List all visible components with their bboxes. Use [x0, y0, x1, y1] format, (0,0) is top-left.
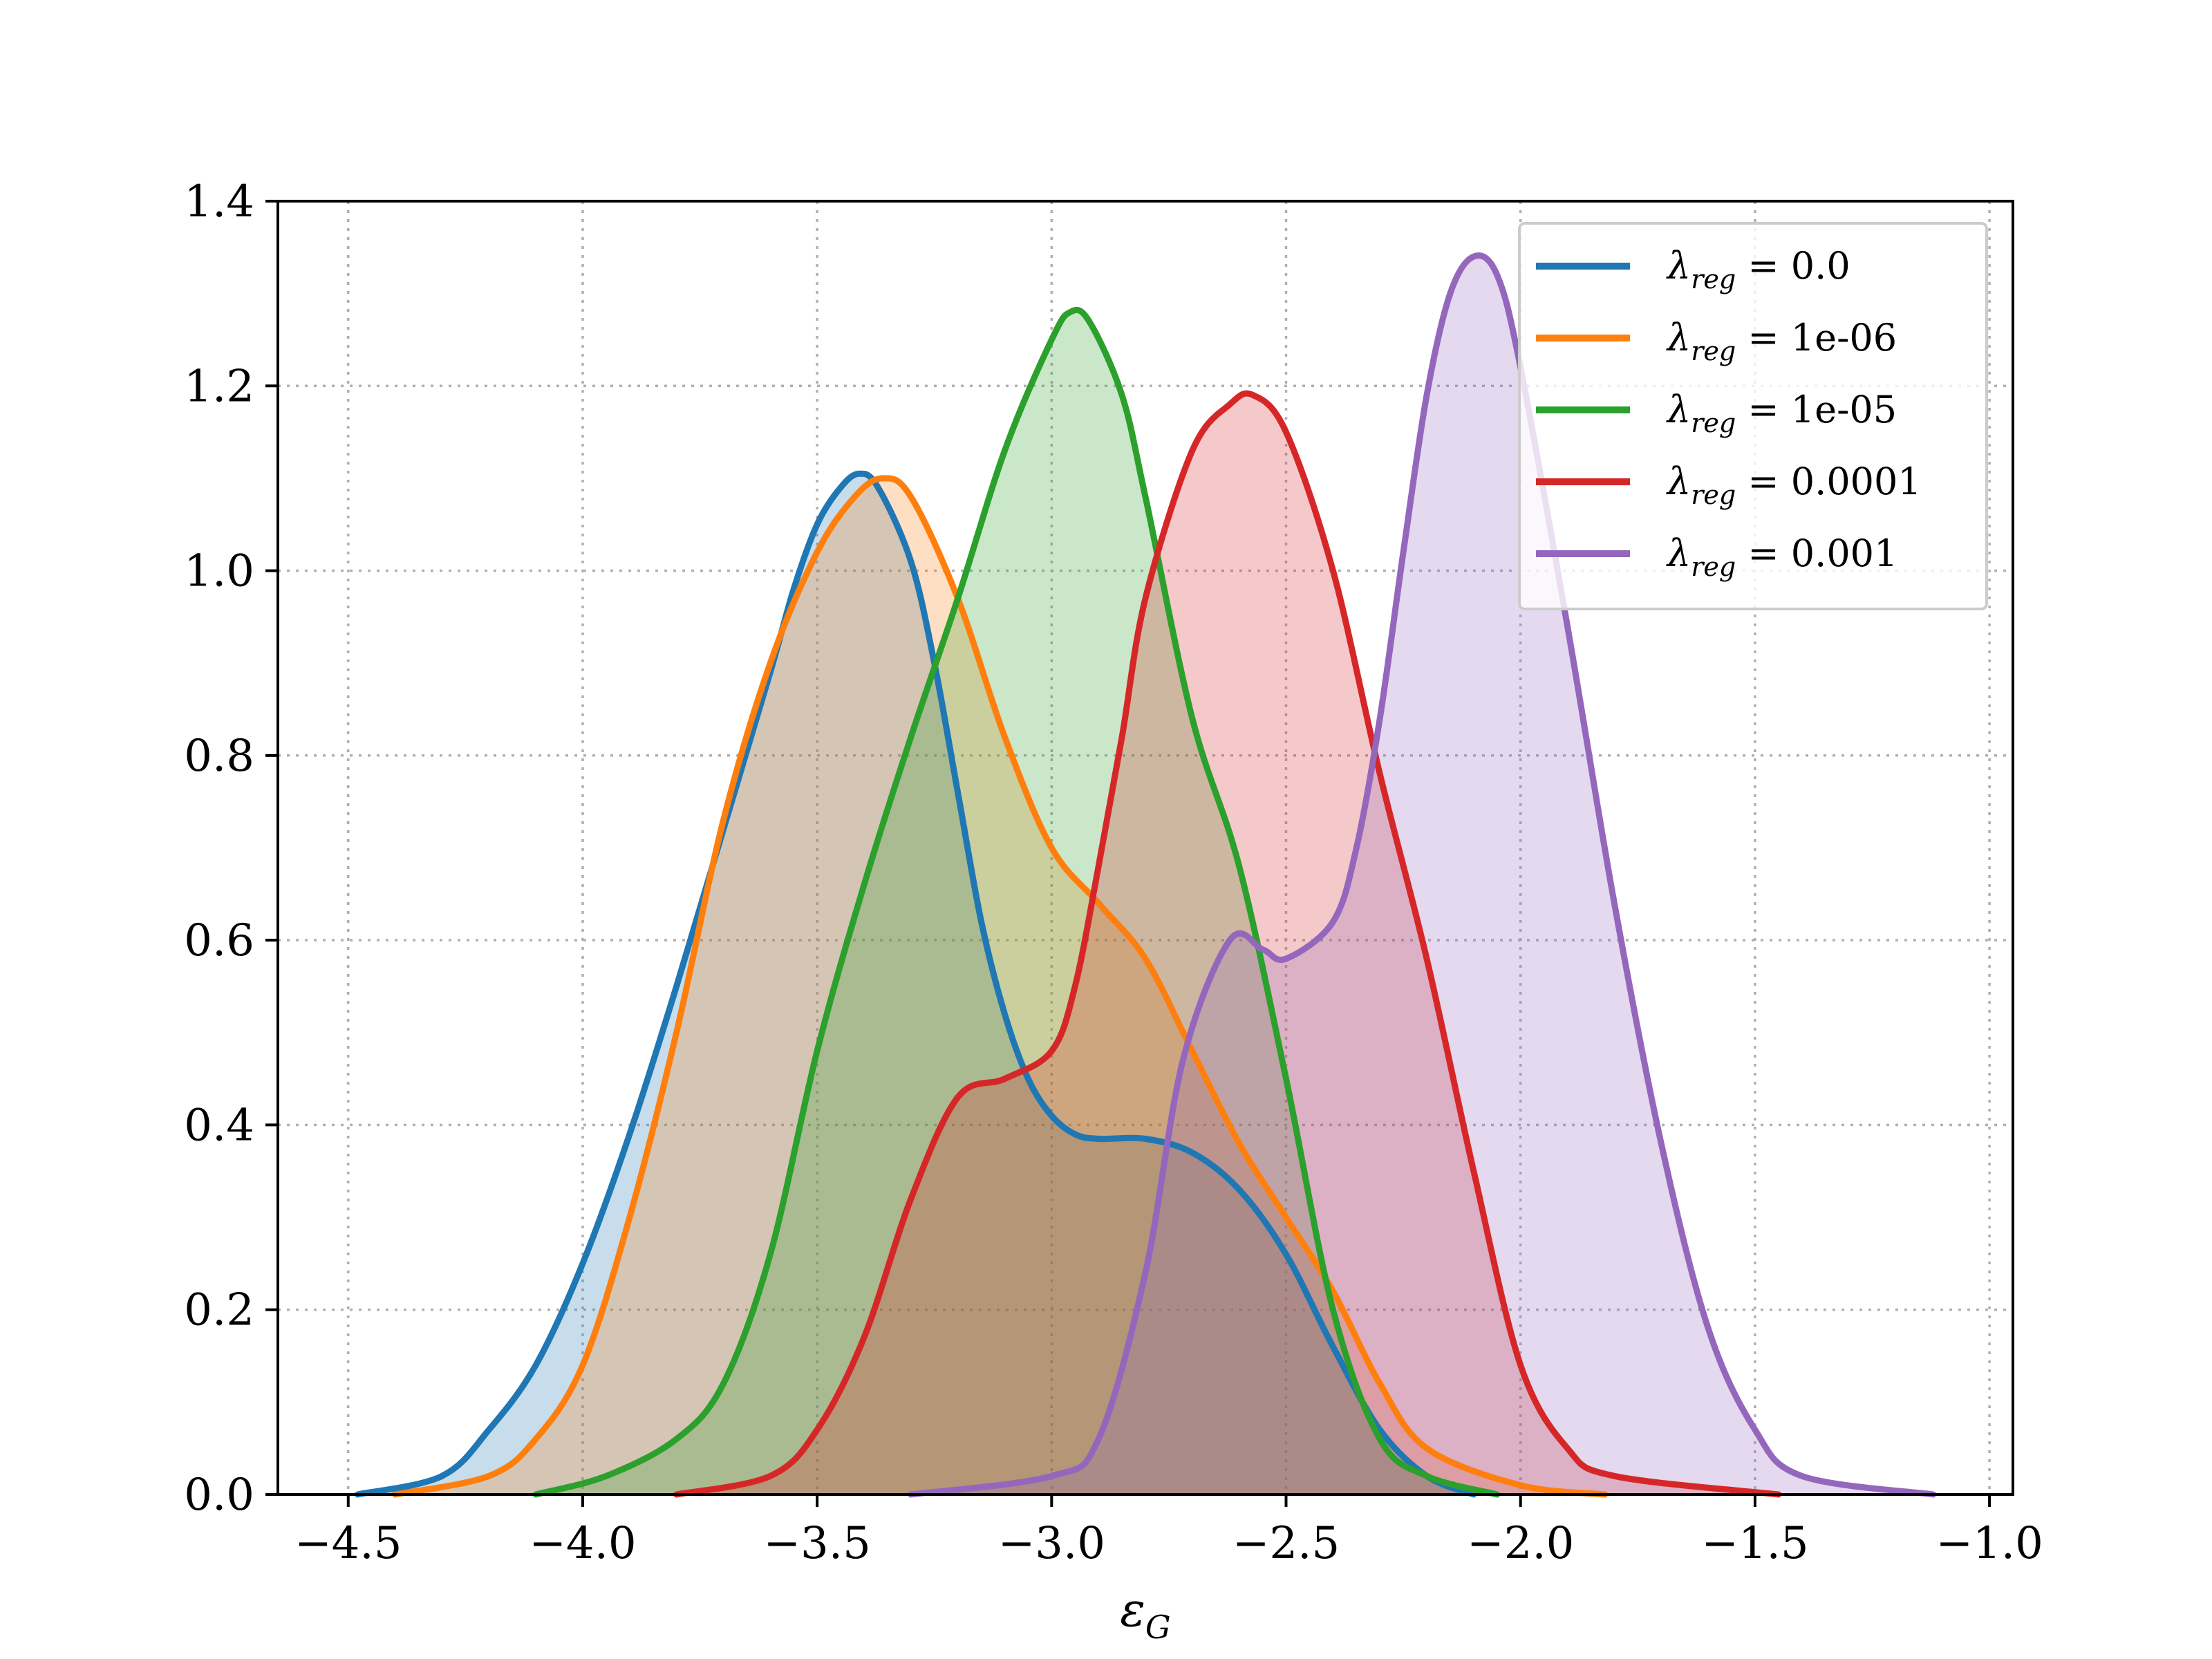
- y-tick-label: 0.6: [184, 915, 254, 966]
- legend: λreg = 0.0 λreg = 1e-06 λreg = 1e-05 λreg =…: [1518, 222, 1988, 610]
- y-tick-label: 1.0: [184, 546, 254, 597]
- x-tick-label: −4.0: [529, 1518, 636, 1569]
- density-line-0: [354, 470, 1477, 1498]
- x-tick-label: −3.5: [763, 1518, 870, 1569]
- x-tick-label: −4.5: [294, 1518, 402, 1569]
- y-tick-label: 0.2: [184, 1285, 254, 1336]
- x-tick-label: −2.5: [1232, 1518, 1340, 1569]
- axis-ticks: −4.5 −4.0 −3.5 −3.0 −2.5 −2.0 −1.5 −1.0 0.0 0.2 0.…: [184, 176, 2043, 1569]
- density-fill-0: [357, 474, 1474, 1494]
- density-fill-2: [536, 310, 1497, 1494]
- density-lines: [354, 252, 1937, 1498]
- plot-frame: [276, 200, 2014, 1496]
- x-tick-label: −1.0: [1936, 1518, 2043, 1569]
- x-axis-label: εG: [1120, 1583, 1170, 1646]
- y-tick-label: 0.8: [184, 731, 254, 782]
- y-tick-label: 0.0: [184, 1470, 254, 1521]
- legend-entry-0: λreg = 0.0: [1666, 244, 1850, 294]
- legend-box: [1518, 222, 1988, 610]
- x-tick-label: −2.0: [1467, 1518, 1574, 1569]
- density-line-1: [392, 475, 1609, 1498]
- y-tick-label: 1.2: [184, 361, 254, 412]
- density-line-3: [673, 390, 1782, 1498]
- density-line-4: [908, 252, 1937, 1498]
- legend-entry-3: λreg = 0.0001: [1666, 460, 1922, 510]
- density-fill-4: [910, 255, 1933, 1494]
- x-tick-label: −3.0: [998, 1518, 1105, 1569]
- y-tick-label: 1.4: [184, 176, 254, 227]
- legend-entry-4: λreg = 0.001: [1666, 532, 1897, 582]
- x-tick-label: −1.5: [1701, 1518, 1808, 1569]
- legend-entry-2: λreg = 1e-05: [1666, 388, 1897, 438]
- legend-entry-1: λreg = 1e-06: [1666, 316, 1897, 366]
- density-line-2: [532, 306, 1501, 1498]
- y-tick-label: 0.4: [184, 1100, 254, 1151]
